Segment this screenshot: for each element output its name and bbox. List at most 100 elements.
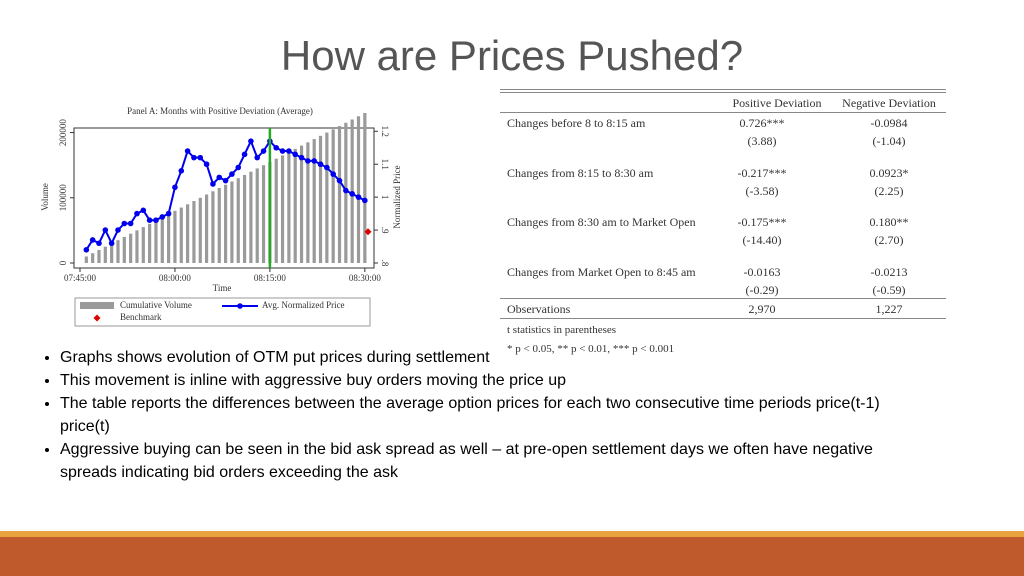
- volume-bar: [198, 197, 202, 263]
- legend-label: Avg. Normalized Price: [262, 300, 345, 310]
- x-tick-label: 08:00:00: [159, 273, 192, 283]
- y2-tick-label: .8: [380, 260, 390, 267]
- footer-stripe: [0, 531, 1024, 537]
- volume-bar: [122, 236, 126, 263]
- price-dot: [317, 161, 324, 168]
- volume-bar: [363, 113, 367, 263]
- volume-bar: [91, 253, 95, 263]
- volume-bar: [173, 210, 177, 263]
- volume-bar: [97, 249, 101, 263]
- slide-title: How are Prices Pushed?: [280, 32, 744, 79]
- volume-bar: [217, 188, 221, 263]
- price-dot: [102, 227, 109, 233]
- table-note: t statistics in parentheses: [507, 324, 617, 336]
- price-dot: [260, 148, 267, 154]
- volume-bar: [223, 184, 228, 263]
- bullet: The table reports the differences betwee…: [60, 392, 930, 438]
- y2-tick-label: 1.2: [380, 126, 390, 137]
- row-label: Observations: [507, 302, 571, 316]
- y2-tick-label: 1: [380, 195, 390, 200]
- volume-bar: [274, 158, 278, 263]
- price-dot: [355, 194, 362, 200]
- table-rule: [500, 92, 946, 93]
- cell-tstat: (2.70): [874, 233, 904, 247]
- price-dot: [324, 164, 330, 171]
- footer-band: [0, 537, 1024, 576]
- price-dot: [343, 187, 349, 194]
- volume-bar: [154, 220, 158, 263]
- price-dot: [121, 220, 128, 227]
- price-dot: [229, 171, 235, 177]
- cell-tstat: (2.25): [874, 183, 904, 198]
- volume-bar: [179, 207, 183, 263]
- price-dot: [248, 138, 254, 144]
- cell-tstat: (-14.40): [742, 233, 782, 247]
- price-dot: [330, 171, 336, 177]
- row-label: Changes from 8:15 to 8:30 am: [507, 165, 654, 180]
- volume-bar: [280, 155, 285, 263]
- x-tick-label: 08:30:00: [349, 273, 382, 283]
- cell-tstat: (3.88): [747, 134, 777, 148]
- volume-bar: [299, 145, 304, 263]
- cell-value: -0.0213: [870, 264, 908, 279]
- cell-value: 0.726***: [739, 116, 785, 130]
- volume-bar: [293, 148, 297, 263]
- volume-bar: [230, 181, 234, 263]
- bullet-list: Graphs shows evolution of OTM put prices…: [30, 346, 930, 484]
- cell-value: 2,970: [748, 302, 776, 316]
- price-dot: [197, 154, 204, 161]
- legend-swatch: [93, 314, 101, 322]
- volume-bar: [249, 171, 253, 263]
- volume-bar: [255, 168, 259, 263]
- price-dot: [89, 237, 96, 243]
- x-tick-label: 08:15:00: [254, 273, 287, 283]
- volume-bar: [312, 139, 316, 263]
- price-dot: [115, 227, 121, 233]
- cell-value: 0.0923*: [869, 165, 909, 180]
- volume-bar: [186, 204, 190, 263]
- price-dot: [172, 184, 178, 191]
- table-note: * p < 0.05, ** p < 0.01, *** p < 0.001: [507, 343, 675, 355]
- table-rule: [500, 89, 946, 90]
- price-dot: [134, 210, 140, 217]
- price-dot: [362, 197, 368, 204]
- volume-bar: [116, 240, 120, 263]
- volume-bar: [337, 126, 342, 263]
- legend-swatch: [80, 302, 114, 309]
- y-tick-label: 0: [58, 260, 68, 265]
- price-dot: [165, 210, 172, 217]
- column-header: Positive Deviation: [732, 96, 822, 110]
- cell-tstat: (-0.59): [872, 282, 906, 297]
- volume-bar: [261, 165, 266, 263]
- price-dot: [273, 144, 280, 151]
- price-dot: [349, 191, 355, 197]
- volume-bar: [103, 246, 107, 263]
- price-dot: [127, 220, 134, 227]
- price-dot: [292, 151, 299, 158]
- volume-bar: [192, 201, 196, 263]
- price-dot: [336, 177, 343, 184]
- table-rule: [500, 298, 946, 299]
- cell-tstat: (-1.04): [872, 134, 906, 148]
- price-dot: [210, 181, 216, 187]
- table-rule: [500, 112, 946, 113]
- legend-label: Benchmark: [120, 312, 162, 322]
- volume-bar: [148, 223, 152, 263]
- cell-value: 1,227: [875, 302, 903, 316]
- price-dot: [96, 240, 102, 247]
- cell-value: 0.180**: [869, 215, 909, 229]
- price-dot: [153, 217, 159, 223]
- bullet: This movement is inline with aggressive …: [60, 369, 930, 392]
- price-dot: [83, 247, 90, 253]
- volume-bar: [356, 116, 361, 264]
- chart-title: Panel A: Months with Positive Deviation …: [127, 106, 313, 116]
- price-dot: [140, 207, 147, 214]
- price-dot: [286, 148, 292, 154]
- row-label: Changes before 8 to 8:15 am: [507, 116, 646, 130]
- volume-bar: [331, 129, 335, 263]
- price-dot: [146, 217, 153, 223]
- volume-bar: [318, 135, 323, 263]
- volume-bar: [204, 194, 209, 263]
- x-tick-label: 07:45:00: [64, 273, 97, 283]
